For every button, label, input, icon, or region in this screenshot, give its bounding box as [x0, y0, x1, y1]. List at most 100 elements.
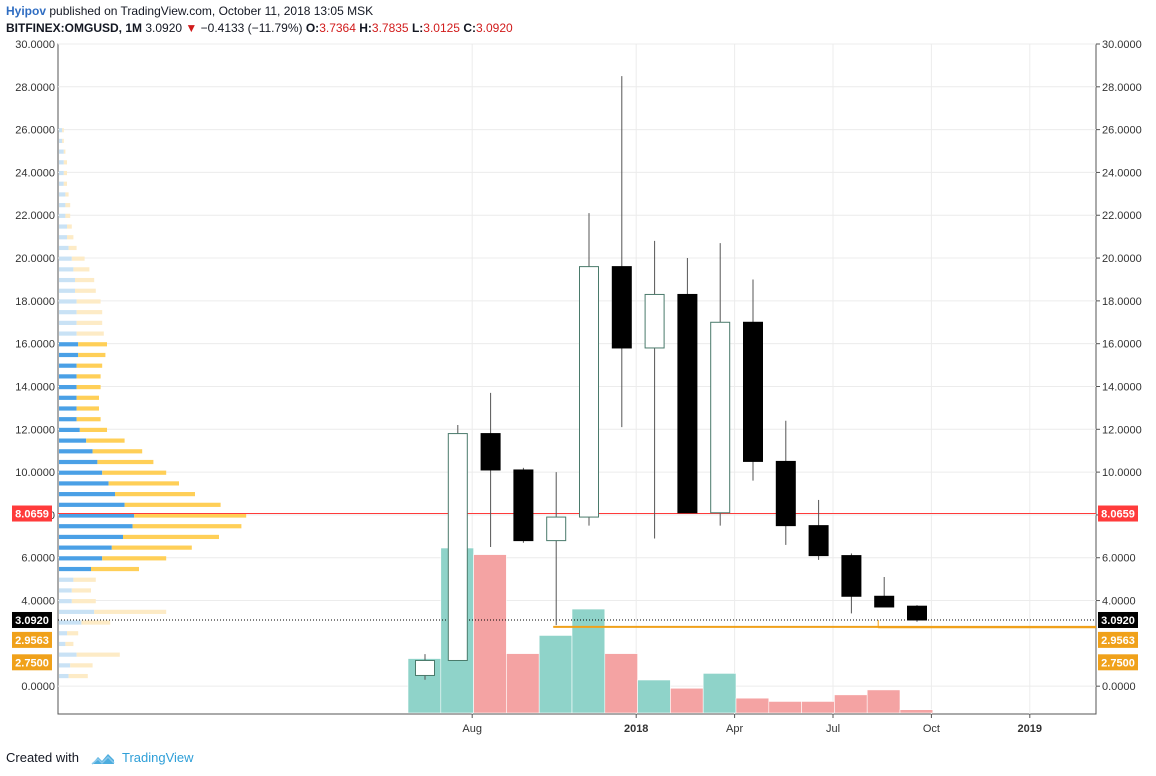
volume-profile-buy-bar — [59, 459, 98, 465]
y-tick-label-right: 24.0000 — [1102, 167, 1142, 179]
volume-profile-sell-bar — [123, 534, 219, 540]
volume-profile-buy-bar — [59, 395, 77, 400]
volume-profile-buy-bar — [59, 342, 79, 347]
volume-profile-sell-bar — [71, 588, 91, 593]
volume-profile-buy-bar — [59, 213, 66, 218]
footer: Created with TradingView — [6, 750, 194, 766]
volume-profile-sell-bar — [63, 149, 66, 154]
author-link[interactable]: Hyipov — [6, 4, 47, 18]
candle-down — [513, 469, 534, 542]
y-tick-label-left: 16.0000 — [15, 339, 55, 351]
volume-profile-sell-bar — [71, 599, 96, 604]
volume-bar — [899, 709, 934, 714]
y-tick-label-left: 30.0000 — [15, 39, 55, 51]
volume-profile-sell-bar — [70, 663, 93, 668]
candle-down — [808, 525, 829, 557]
volume-bar — [473, 554, 507, 714]
tradingview-link[interactable]: TradingView — [122, 750, 194, 765]
volume-profile-sell-bar — [76, 331, 104, 336]
y-tick-label-left: 0.0000 — [21, 681, 55, 693]
volume-profile-buy-bar — [59, 534, 123, 540]
volume-bar — [571, 608, 606, 714]
price-change: −0.4133 (−11.79%) — [200, 21, 303, 35]
symbol-label[interactable]: BITFINEX:OMGUSD, 1M — [6, 21, 143, 35]
support-high-badge-right: 2.9563 — [1101, 635, 1135, 647]
volume-profile-buy-bar — [59, 138, 63, 144]
volume-profile-sell-bar — [65, 203, 71, 208]
volume-bar — [506, 653, 540, 714]
volume-profile-buy-bar — [59, 449, 93, 454]
volume-profile-buy-bar — [59, 192, 66, 197]
y-tick-label-left: 12.0000 — [15, 424, 55, 436]
high-value: 3.7835 — [371, 21, 409, 35]
volume-profile-buy-bar — [59, 160, 64, 165]
volume-profile-buy-bar — [59, 288, 75, 293]
volume-profile-sell-bar — [76, 320, 103, 325]
volume-profile-buy-bar — [59, 170, 64, 176]
volume-profile-sell-bar — [97, 459, 154, 465]
support-low-badge-left: 2.7500 — [15, 657, 49, 669]
volume-bar — [834, 694, 868, 714]
volume-profile-sell-bar — [71, 256, 85, 261]
x-tick-label: 2018 — [624, 723, 648, 735]
volume-profile-buy-bar — [59, 566, 91, 572]
candle-up — [710, 321, 731, 514]
volume-profile-buy-bar — [59, 502, 125, 507]
volume-profile-sell-bar — [94, 609, 167, 614]
volume-profile-sell-bar — [62, 138, 64, 144]
candle-down — [874, 595, 895, 608]
y-tick-label-left: 22.0000 — [15, 210, 55, 222]
volume-profile-buy-bar — [59, 481, 109, 486]
volume-profile-sell-bar — [102, 470, 167, 475]
last-price-badge-right-bg — [1098, 611, 1138, 628]
x-tick-label: Aug — [462, 723, 482, 735]
volume-bar — [604, 653, 638, 714]
volume-profile-sell-bar — [73, 577, 96, 582]
last-price: 3.0920 — [145, 21, 183, 35]
volume-profile-sell-bar — [134, 513, 247, 518]
volume-profile-buy-bar — [59, 363, 77, 368]
candle-up — [546, 516, 567, 542]
volume-profile-buy-bar — [59, 352, 79, 358]
volume-profile-buy-bar — [59, 245, 69, 251]
volume-profile-buy-bar — [59, 224, 67, 229]
volume-profile-buy-bar — [59, 513, 135, 518]
volume-bar — [768, 701, 802, 714]
volume-profile-buy-bar — [59, 406, 77, 411]
volume-profile-buy-bar — [59, 524, 133, 529]
volume-profile-sell-bar — [76, 406, 99, 411]
volume-profile-buy-bar — [59, 374, 77, 379]
close-value: 3.0920 — [476, 21, 513, 35]
publish-line: Hyipov published on TradingView.com, Oct… — [6, 3, 513, 20]
volume-profile-sell-bar — [75, 288, 96, 293]
y-tick-label-left: 6.0000 — [21, 553, 55, 565]
volume-profile-sell-bar — [67, 235, 74, 240]
plot-area — [57, 43, 1097, 715]
volume-profile-sell-bar — [65, 213, 71, 218]
y-tick-label-left: 20.0000 — [15, 253, 55, 265]
volume-profile-buy-bar — [59, 256, 72, 261]
y-tick-label-left: 26.0000 — [15, 125, 55, 137]
y-tick-label-left: 10.0000 — [15, 467, 55, 479]
candle-down — [677, 293, 698, 514]
poc-price-badge-right-bg — [1098, 505, 1138, 522]
last-price-badge-left: 3.0920 — [15, 615, 49, 627]
volume-bar — [801, 701, 835, 714]
down-arrow-icon: ▼ — [185, 21, 198, 35]
y-tick-label-left: 28.0000 — [15, 82, 55, 94]
price-chart[interactable]: 30.0000 30.0000 28.0000 28.0000 26.0000 26.00… — [0, 0, 1156, 745]
volume-profile-buy-bar — [59, 277, 75, 283]
volume-profile-sell-bar — [67, 224, 72, 229]
volume-profile-sell-bar — [91, 566, 139, 572]
volume-profile-buy-bar — [59, 235, 67, 240]
volume-profile-buy-bar — [59, 438, 87, 443]
volume-profile-sell-bar — [63, 181, 67, 186]
volume-profile-buy-bar — [59, 673, 69, 679]
last-price-badge-left-bg — [12, 611, 52, 628]
support-low-badge-right-bg — [1098, 654, 1138, 671]
volume-profile-buy-bar — [59, 631, 67, 636]
y-tick-label-right: 14.0000 — [1102, 381, 1142, 393]
support-low-badge-right: 2.7500 — [1101, 657, 1135, 669]
x-tick-label: Oct — [923, 723, 940, 735]
volume-profile-sell-bar — [76, 299, 101, 304]
